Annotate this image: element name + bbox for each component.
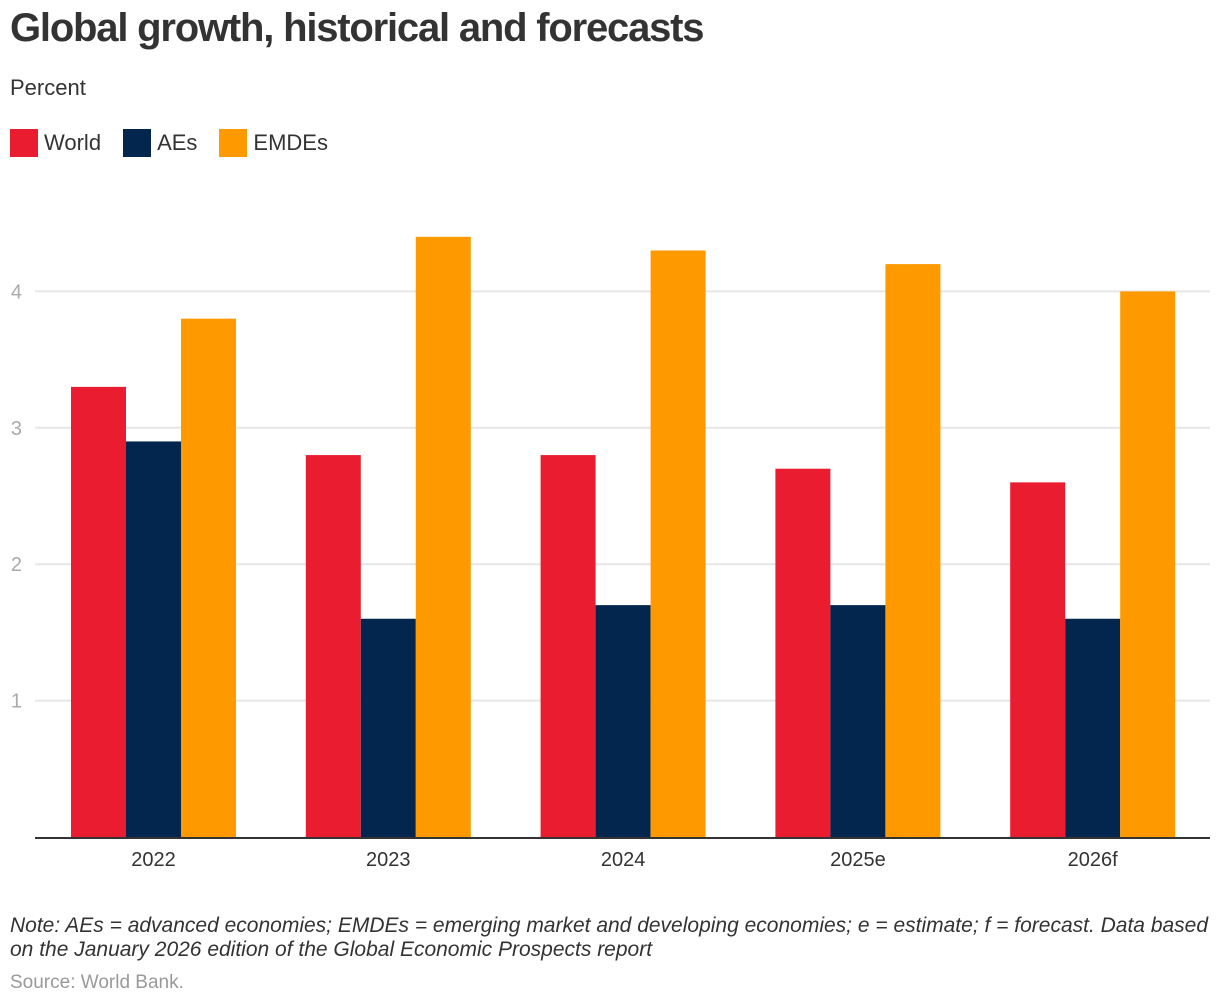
legend-item-emdes[interactable]: EMDEs	[219, 129, 328, 157]
bar-aes-2025e[interactable]	[830, 605, 886, 837]
bar-aes-2023[interactable]	[360, 618, 416, 837]
legend-swatch-aes	[123, 129, 152, 157]
y-tick-label: 3	[11, 418, 22, 440]
chart-subtitle: Percent	[10, 75, 86, 100]
legend: World AEs EMDEs	[10, 128, 350, 158]
chart-title: Global growth, historical and forecasts	[10, 6, 705, 50]
legend-item-aes[interactable]: AEs	[123, 129, 197, 157]
bars	[71, 236, 1176, 838]
bar-world-2023[interactable]	[305, 455, 361, 837]
legend-swatch-emdes	[219, 129, 248, 157]
x-tick-label: 2022	[131, 849, 176, 871]
bar-aes-2022[interactable]	[126, 441, 181, 837]
legend-swatch-world	[10, 129, 38, 157]
x-tick-label: 2024	[601, 849, 646, 871]
bar-group-2022	[71, 318, 236, 837]
bar-group-2025e	[775, 264, 941, 837]
x-tick-label: 2025e	[830, 849, 886, 871]
y-axis-ticks: 1 2 3 4	[11, 281, 22, 712]
x-axis-ticks: 2022 2023 2024 2025e 2026f	[131, 849, 1118, 871]
bar-chart: 1 2 3 4 2022 2023 2024 2025e 2026f	[11, 236, 1210, 871]
x-tick-label: 2026f	[1068, 849, 1118, 871]
chart-source: Source: World Bank.	[10, 972, 184, 993]
bar-world-2024[interactable]	[540, 455, 596, 837]
x-tick-label: 2023	[366, 849, 411, 871]
legend-item-world[interactable]: World	[10, 129, 101, 157]
bar-aes-2026f[interactable]	[1065, 618, 1121, 837]
bar-group-2026f	[1010, 291, 1176, 837]
chart-note: Note: AEs = advanced economies; EMDEs = …	[10, 914, 1209, 961]
bar-emdes-2024[interactable]	[650, 250, 706, 838]
y-tick-label: 2	[11, 554, 22, 576]
bar-emdes-2025e[interactable]	[885, 264, 941, 837]
legend-label-aes: AEs	[157, 130, 198, 155]
bar-world-2026f[interactable]	[1010, 482, 1066, 837]
bar-emdes-2022[interactable]	[181, 318, 236, 837]
bar-aes-2024[interactable]	[595, 605, 651, 837]
bar-group-2023	[305, 236, 471, 838]
bar-world-2022[interactable]	[71, 386, 126, 837]
bar-emdes-2023[interactable]	[415, 236, 471, 838]
bar-group-2024	[540, 250, 706, 838]
y-tick-label: 4	[11, 281, 22, 303]
bar-world-2025e[interactable]	[775, 468, 831, 837]
bar-emdes-2026f[interactable]	[1120, 291, 1176, 837]
legend-label-world: World	[44, 130, 102, 155]
legend-label-emdes: EMDEs	[253, 130, 328, 155]
y-tick-label: 1	[11, 691, 22, 713]
